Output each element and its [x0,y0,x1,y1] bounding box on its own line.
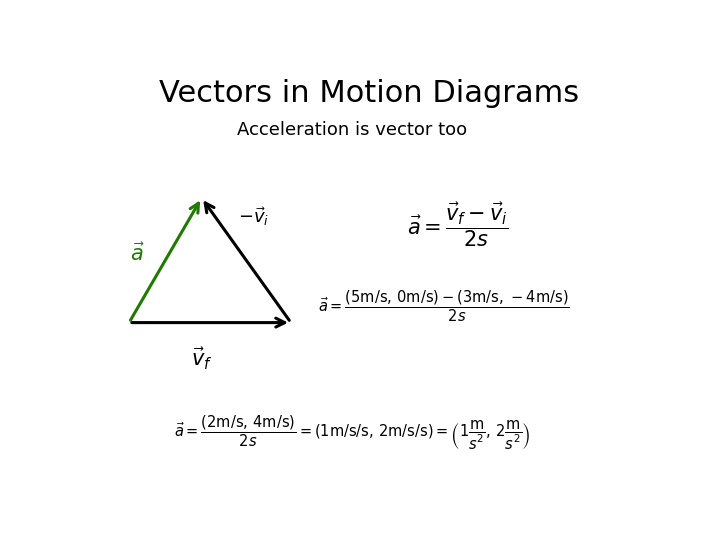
Text: Vectors in Motion Diagrams: Vectors in Motion Diagrams [159,79,579,109]
Text: $\vec{v}_f$: $\vec{v}_f$ [191,346,212,372]
Text: $\vec{a} = \dfrac{(2\mathrm{m/s,\,}4\mathrm{m/s})}{2s} = (1\mathrm{m/s/s,\,}2\ma: $\vec{a} = \dfrac{(2\mathrm{m/s,\,}4\mat… [174,414,531,452]
Text: $-\vec{v}_i$: $-\vec{v}_i$ [238,205,269,228]
Text: $\vec{a}$: $\vec{a}$ [130,242,145,265]
Text: $\vec{a} = \dfrac{\vec{v}_f - \vec{v}_i}{2s}$: $\vec{a} = \dfrac{\vec{v}_f - \vec{v}_i}… [408,200,509,249]
Text: $\vec{a} = \dfrac{(5\mathrm{m/s,}\,0\mathrm{m/s}) - (3\mathrm{m/s,}\,-4\mathrm{m: $\vec{a} = \dfrac{(5\mathrm{m/s,}\,0\mat… [318,288,570,324]
Text: Acceleration is vector too: Acceleration is vector too [237,121,467,139]
